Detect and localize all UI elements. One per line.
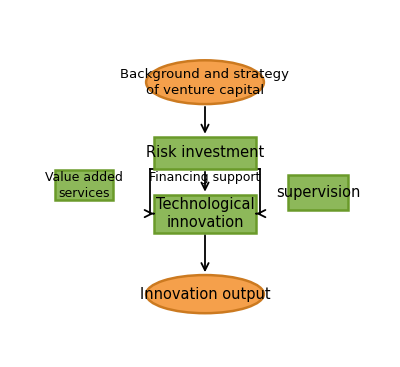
Text: Background and strategy
of venture capital: Background and strategy of venture capit…: [120, 68, 290, 97]
FancyBboxPatch shape: [154, 137, 256, 169]
Text: supervision: supervision: [276, 185, 360, 200]
Text: Innovation output: Innovation output: [140, 287, 270, 302]
FancyBboxPatch shape: [56, 171, 113, 200]
FancyBboxPatch shape: [288, 175, 348, 210]
FancyBboxPatch shape: [154, 195, 256, 233]
Text: Technological
innovation: Technological innovation: [156, 197, 254, 230]
Text: Value added
services: Value added services: [45, 171, 123, 200]
Ellipse shape: [146, 60, 264, 104]
Text: Risk investment: Risk investment: [146, 145, 264, 160]
Ellipse shape: [146, 275, 264, 313]
Text: Financing support: Financing support: [149, 171, 261, 184]
